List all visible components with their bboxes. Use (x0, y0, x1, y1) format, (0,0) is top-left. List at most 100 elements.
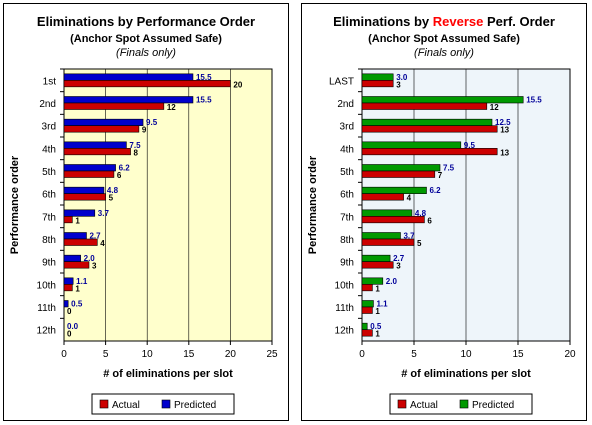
data-label-predicted: 2.0 (84, 254, 96, 263)
bar-predicted (63, 300, 69, 308)
legend-label-actual: Actual (112, 400, 140, 411)
data-label-predicted: 3.7 (98, 209, 110, 218)
bar-actual (63, 284, 73, 292)
data-label-actual: 1 (375, 284, 380, 293)
data-label-actual: 3 (92, 262, 97, 271)
data-label-actual: 4 (407, 194, 412, 203)
bar-predicted (361, 164, 441, 172)
y-tick-label: 5th (340, 167, 354, 178)
bar-actual (63, 125, 140, 133)
y-tick-label: 3rd (340, 122, 354, 133)
y-tick-label: 10th (37, 280, 56, 291)
y-tick-label: 7th (42, 212, 56, 223)
y-tick-label: 12th (37, 326, 56, 337)
bar-actual (361, 170, 436, 178)
bar-predicted (361, 118, 493, 126)
data-label-predicted: 4.8 (107, 186, 119, 195)
data-label-actual: 1 (375, 307, 380, 316)
data-label-actual: 8 (134, 148, 139, 157)
x-axis-title: # of eliminations per slot (103, 368, 233, 380)
x-tick-label: 0 (61, 349, 67, 360)
chart-performance-order: Eliminations by Performance Order (Anchor… (9, 14, 278, 415)
bar-predicted (63, 118, 144, 126)
y-tick-label: 4th (340, 144, 354, 155)
data-label-predicted: 6.2 (119, 164, 131, 173)
chart-panel-reverse-order: Eliminations by Reverse Perf. Order (Anch… (301, 3, 587, 421)
x-tick-label: 20 (225, 349, 237, 360)
data-label-predicted: 0.0 (67, 322, 79, 331)
chart-note: (Finals only) (116, 47, 176, 59)
bar-predicted (361, 141, 462, 149)
legend-label-predicted: Predicted (472, 400, 514, 411)
y-tick-label: 9th (340, 258, 354, 269)
y-axis-title: Performance order (9, 155, 21, 254)
bar-actual (63, 238, 98, 246)
bar-actual (361, 148, 498, 156)
bar-predicted (361, 73, 394, 81)
data-label-actual: 1 (375, 330, 380, 339)
legend: Actual Predicted (389, 393, 533, 415)
chart-title-part: Reverse (433, 14, 484, 29)
data-label-predicted: 9.5 (464, 141, 476, 150)
data-label-actual: 0 (67, 307, 72, 316)
bar-actual (361, 329, 373, 337)
y-tick-label: 4th (42, 144, 56, 155)
x-tick-label: 5 (103, 349, 109, 360)
bar-predicted (63, 141, 127, 149)
chart-title: Eliminations by Performance Order (37, 14, 255, 29)
bar-predicted (63, 254, 81, 262)
y-tick-label: LAST (329, 76, 354, 87)
bar-predicted (63, 186, 105, 194)
bar-actual (63, 148, 131, 156)
bar-actual (361, 216, 425, 224)
data-label-actual: 13 (500, 148, 509, 157)
bar-actual (361, 261, 394, 269)
chart-title-part: Perf. Order (483, 14, 555, 29)
data-label-predicted: 2.7 (89, 232, 101, 241)
data-label-predicted: 6.2 (429, 186, 441, 195)
data-label-actual: 5 (417, 239, 422, 248)
data-label-actual: 3 (396, 262, 401, 271)
data-label-predicted: 9.5 (146, 118, 158, 127)
y-tick-label: 11th (37, 303, 56, 314)
x-tick-label: 15 (512, 349, 524, 360)
y-tick-label: 5th (42, 167, 56, 178)
x-tick-label: 15 (183, 349, 195, 360)
y-tick-label: 11th (335, 303, 354, 314)
chart-title: Eliminations by Reverse Perf. Order (333, 14, 555, 29)
bar-actual (361, 102, 488, 110)
y-tick-label: 8th (340, 235, 354, 246)
bar-actual (63, 170, 115, 178)
bar-predicted (361, 96, 524, 104)
x-tick-label: 10 (460, 349, 472, 360)
y-tick-label: 10th (335, 280, 354, 291)
bar-actual (361, 193, 404, 201)
data-label-predicted: 15.5 (196, 73, 212, 82)
data-label-predicted: 0.5 (71, 300, 83, 309)
data-label-predicted: 7.5 (443, 164, 455, 173)
x-axis-title: # of eliminations per slot (401, 368, 531, 380)
data-label-predicted: 4.8 (415, 209, 427, 218)
y-tick-label: 1st (43, 76, 57, 87)
bar-predicted (361, 322, 368, 330)
bar-predicted (361, 254, 391, 262)
chart-subtitle: (Anchor Spot Assumed Safe) (368, 33, 520, 45)
data-label-actual: 7 (438, 171, 443, 180)
chart-panel-performance-order: Eliminations by Performance Order (Anchor… (3, 3, 289, 421)
bar-predicted (63, 164, 116, 172)
chart-title-part: Eliminations by (333, 14, 433, 29)
data-label-actual: 3 (396, 80, 401, 89)
y-tick-label: 6th (340, 190, 354, 201)
bar-predicted (63, 277, 74, 285)
bar-predicted (63, 232, 87, 240)
x-tick-label: 10 (142, 349, 154, 360)
chart-subtitle: (Anchor Spot Assumed Safe) (70, 33, 222, 45)
bar-predicted (63, 209, 96, 217)
plot-area (63, 68, 273, 342)
bar-predicted (361, 232, 401, 240)
y-tick-label: 2nd (39, 99, 56, 110)
legend-label-actual: Actual (410, 400, 438, 411)
data-label-predicted: 12.5 (495, 118, 511, 127)
legend-label-predicted: Predicted (174, 400, 216, 411)
data-label-actual: 12 (490, 103, 499, 112)
